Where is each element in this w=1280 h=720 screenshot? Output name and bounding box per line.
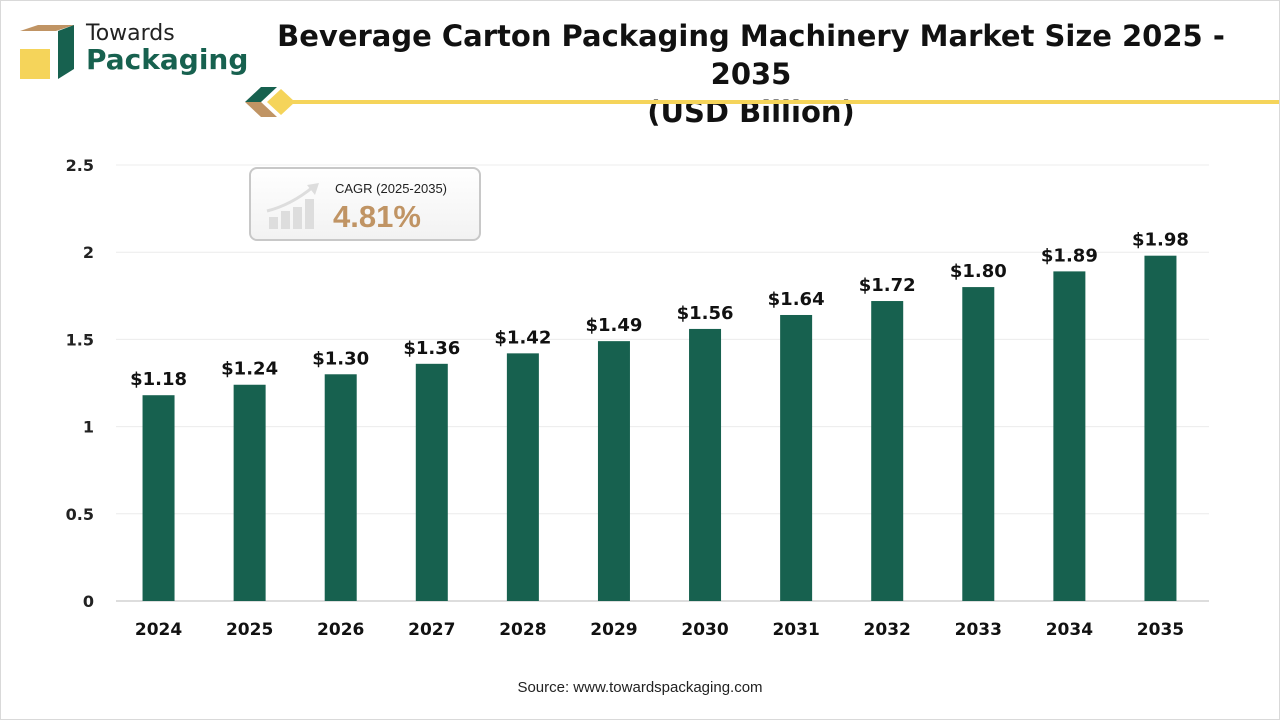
bar: [415, 363, 448, 601]
bar: [1053, 271, 1086, 601]
y-tick-label: 2.5: [66, 156, 94, 175]
y-tick-label: 1.5: [66, 330, 94, 349]
cagr-value: 4.81%: [333, 199, 421, 234]
x-tick-label: 2031: [772, 620, 819, 640]
x-tick-label: 2032: [864, 620, 911, 640]
bar: [506, 353, 539, 601]
data-label: $1.24: [221, 359, 278, 380]
data-label: $1.36: [403, 338, 460, 359]
chart-title: Beverage Carton Packaging Machinery Mark…: [261, 17, 1241, 131]
x-tick-label: 2025: [226, 620, 273, 640]
bar: [780, 314, 813, 601]
data-label: $1.64: [768, 289, 825, 310]
y-tick-label: 1: [83, 418, 94, 437]
y-tick-label: 0: [83, 592, 94, 611]
data-label: $1.80: [950, 261, 1007, 282]
data-label: $1.49: [585, 315, 642, 336]
x-tick-label: 2027: [408, 620, 455, 640]
data-label: $1.30: [312, 348, 369, 369]
x-tick-label: 2029: [590, 620, 637, 640]
bar: [962, 287, 995, 601]
cagr-box: CAGR (2025-2035) 4.81%: [249, 167, 481, 241]
growth-chart-icon: [266, 183, 319, 229]
x-tick-label: 2035: [1137, 620, 1184, 640]
x-tick-label: 2026: [317, 620, 364, 640]
bar: [142, 395, 175, 601]
logo-text-brand: Packaging: [86, 43, 249, 76]
cagr-label: CAGR (2025-2035): [335, 181, 447, 196]
data-label: $1.72: [859, 275, 916, 296]
logo-text: Towards: [86, 21, 175, 46]
data-label: $1.18: [130, 369, 187, 390]
bar: [689, 328, 722, 601]
bar: [324, 374, 357, 601]
divider-ornament: [245, 87, 1279, 117]
x-tick-label: 2034: [1046, 620, 1093, 640]
title-line-1: Beverage Carton Packaging Machinery Mark…: [277, 19, 1225, 91]
x-tick-label: 2030: [681, 620, 728, 640]
bar: [233, 384, 266, 601]
x-tick-label: 2024: [135, 620, 182, 640]
y-tick-label: 0.5: [66, 505, 94, 524]
bar: [1144, 255, 1177, 602]
data-label: $1.56: [677, 303, 734, 324]
y-tick-label: 2: [83, 243, 94, 262]
source-note: Source: www.towardspackaging.com: [517, 679, 763, 696]
x-tick-label: 2028: [499, 620, 546, 640]
data-label: $1.42: [494, 327, 551, 348]
x-tick-label: 2033: [955, 620, 1002, 640]
bar: [871, 301, 904, 601]
logo-icon: [20, 25, 74, 79]
bar: [597, 341, 630, 601]
data-label: $1.89: [1041, 245, 1098, 266]
data-label: $1.98: [1132, 230, 1189, 251]
